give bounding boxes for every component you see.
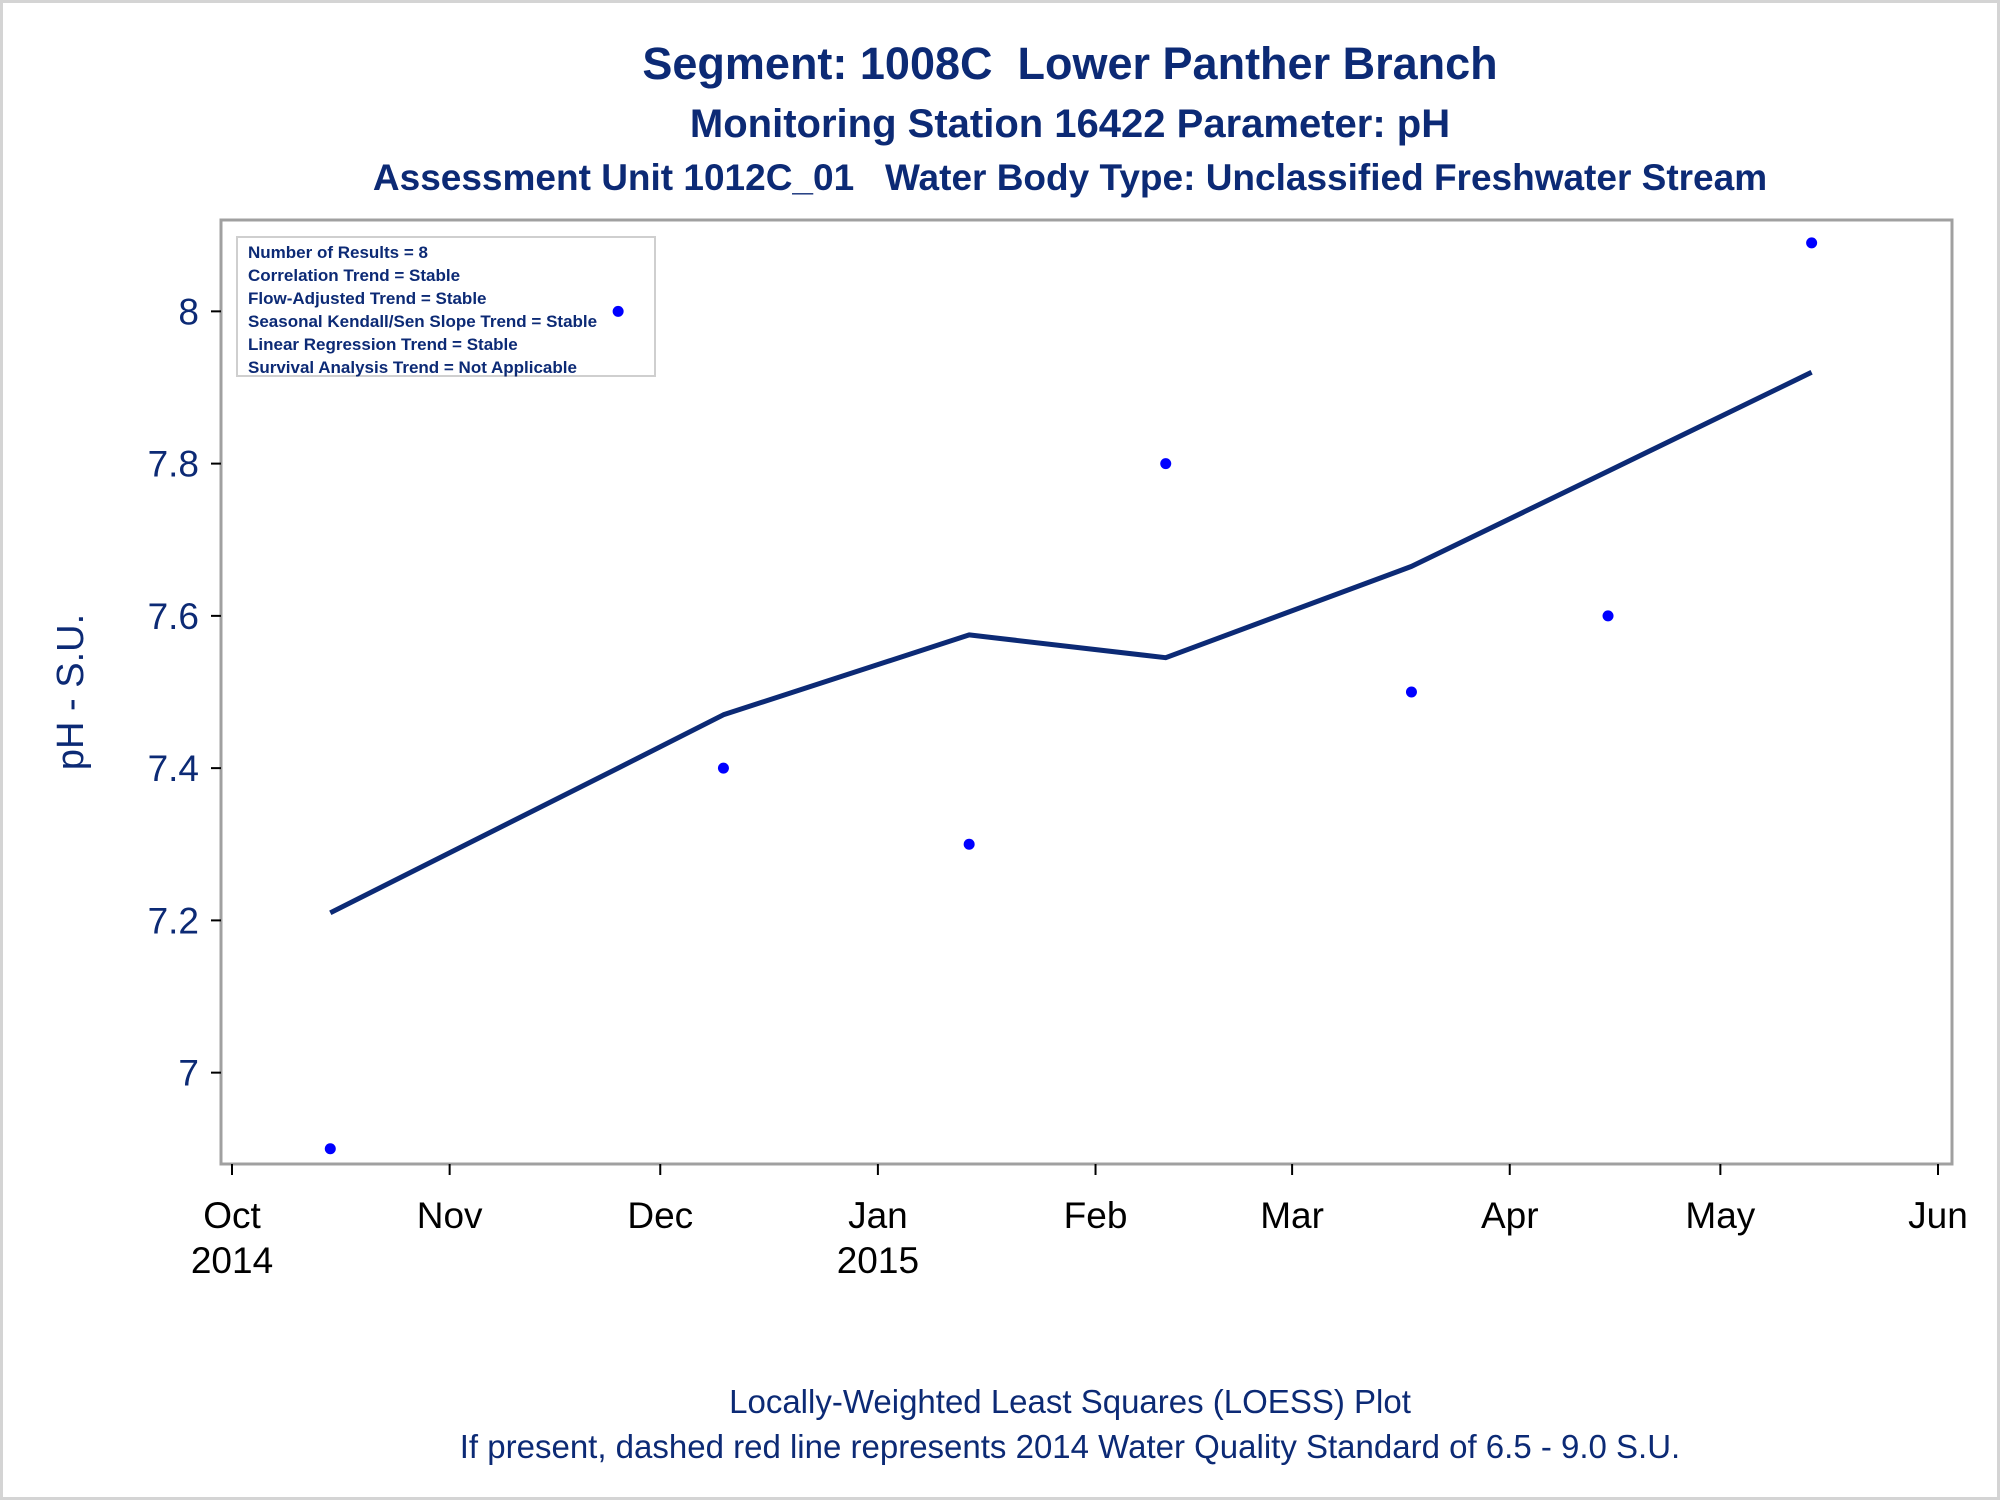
data-point [1405, 686, 1417, 698]
legend-item-seasonal-kendall: Seasonal Kendall/Sen Slope Trend = Stabl… [248, 312, 598, 331]
data-point [1806, 237, 1818, 249]
x-tick-label: Jan [848, 1195, 908, 1236]
data-point [1602, 610, 1614, 622]
x-tick-label: Jun [1908, 1195, 1968, 1236]
chart-subtitle-assessment: Assessment Unit 1012C_01 Water Body Type… [372, 157, 1768, 198]
trend-legend-box: Number of Results = 8 Correlation Trend … [236, 236, 656, 377]
data-series [324, 237, 1818, 1155]
x-tick-label: Mar [1260, 1195, 1324, 1236]
data-point [612, 305, 624, 317]
loess-line [329, 370, 1813, 916]
chart-subtitle-station: Monitoring Station 16422 Parameter: pH [689, 102, 1451, 146]
y-tick-label: 8 [178, 291, 199, 332]
y-tick-label: 7.6 [148, 596, 199, 637]
x-tick-label: May [1685, 1195, 1755, 1236]
x-tick-year-label: 2014 [191, 1240, 273, 1281]
x-tick-label: Dec [627, 1195, 693, 1236]
data-point [717, 762, 729, 774]
data-point [324, 1143, 336, 1155]
chart-title: Segment: 1008C Lower Panther Branch [642, 38, 1498, 89]
legend-item-correlation: Correlation Trend = Stable [248, 266, 461, 285]
footnote-standard: If present, dashed red line represents 2… [459, 1428, 1681, 1465]
y-tick-label: 7.2 [148, 900, 199, 941]
y-axis: 7 7.2 7.4 7.6 7.8 8 [148, 291, 221, 1094]
y-tick-label: 7.4 [148, 748, 199, 789]
footnote-loess: Locally-Weighted Least Squares (LOESS) P… [729, 1383, 1411, 1420]
x-tick-label: Oct [203, 1195, 261, 1236]
plot-area [219, 218, 1954, 1166]
y-tick-label: 7 [178, 1053, 199, 1094]
legend-item-results: Number of Results = 8 [248, 243, 428, 262]
legend-item-survival-analysis: Survival Analysis Trend = Not Applicable [248, 358, 577, 377]
legend-item-flow-adjusted: Flow-Adjusted Trend = Stable [248, 289, 487, 308]
x-tick-label: Apr [1481, 1195, 1539, 1236]
x-tick-year-label: 2015 [837, 1240, 919, 1281]
legend-item-linear-regression: Linear Regression Trend = Stable [248, 335, 518, 354]
y-tick-label: 7.8 [148, 444, 199, 485]
data-point [1160, 458, 1172, 470]
x-tick-label: Nov [417, 1195, 483, 1236]
x-tick-label: Feb [1064, 1195, 1128, 1236]
data-point [963, 838, 975, 850]
y-axis-label: pH - S.U. [50, 614, 92, 770]
